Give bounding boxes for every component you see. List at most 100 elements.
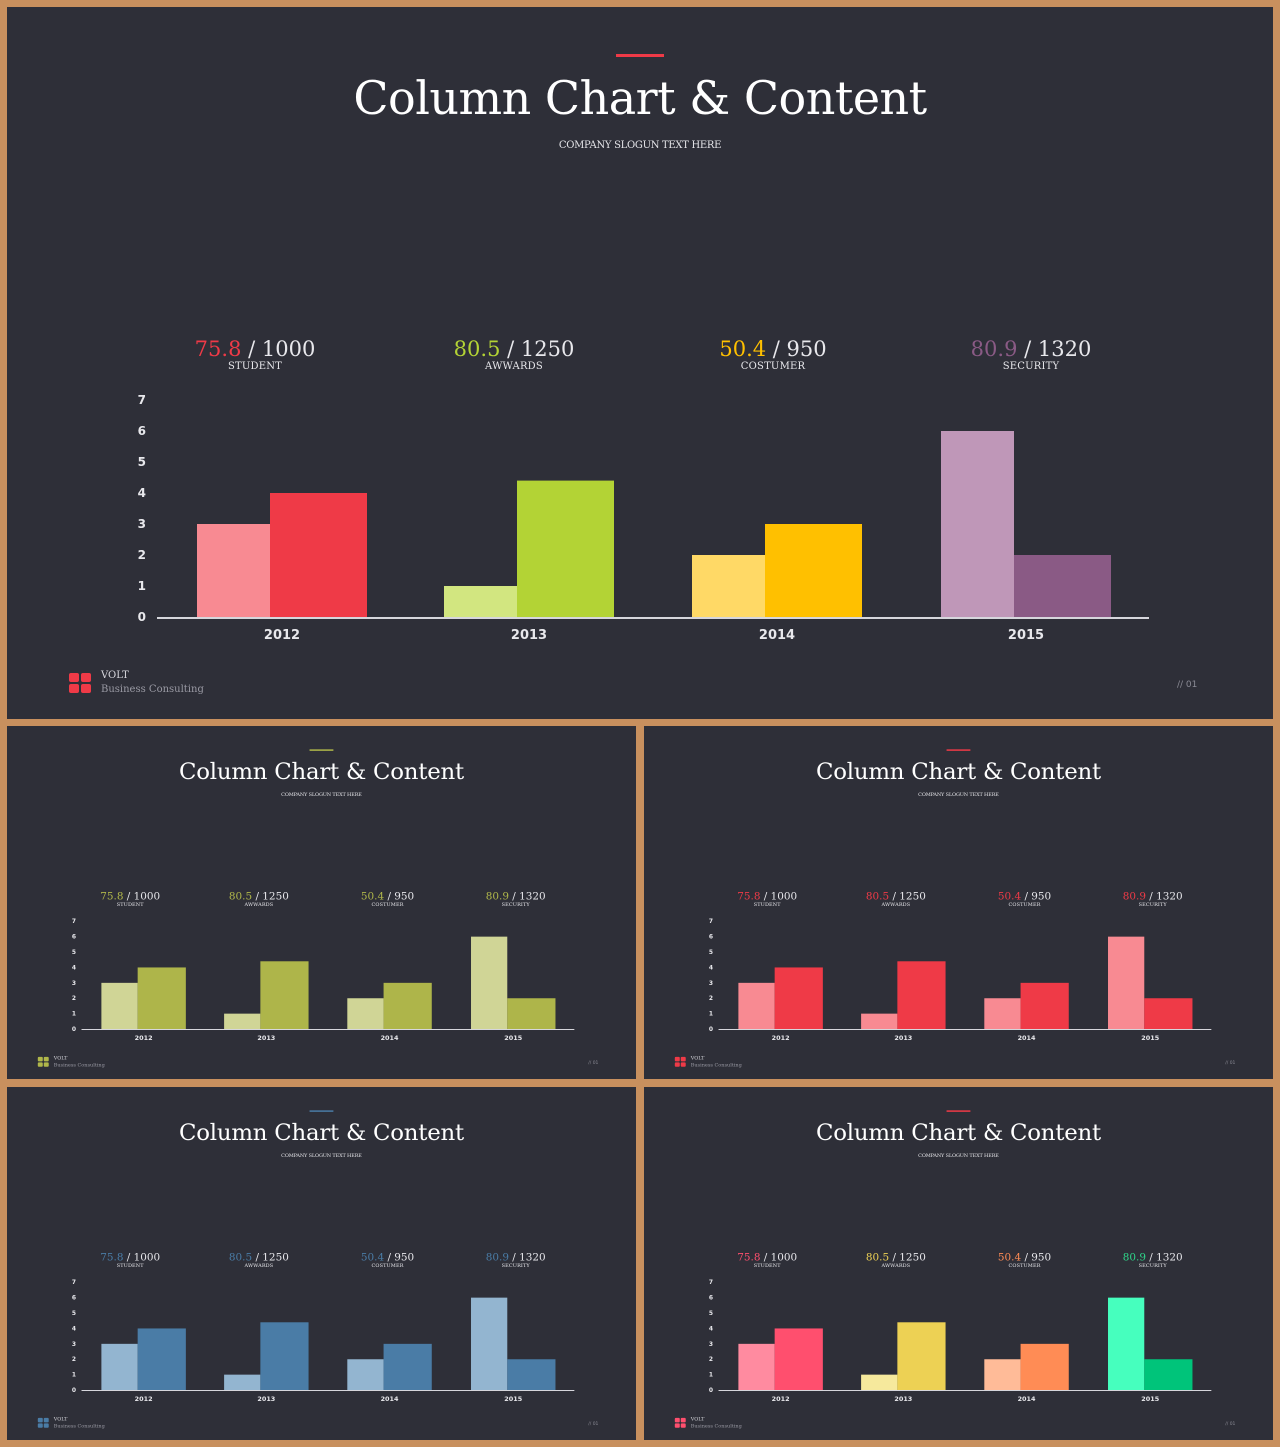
slide-slogan: COMPANY SLOGUN TEXT HERE: [918, 792, 999, 798]
y-tick-label: 6: [72, 1295, 76, 1302]
accent-line: [946, 749, 971, 751]
bar-2014-series-1: [692, 555, 765, 617]
x-category-label: 2013: [257, 1395, 275, 1403]
bar-2014-series-1: [984, 1359, 1021, 1391]
bar-2013-series-2: [897, 1322, 946, 1391]
stat-value: 80.5: [453, 337, 501, 361]
stat-figure: 80.5 / 1250: [204, 1251, 313, 1263]
page-number: // 01: [1225, 1421, 1236, 1427]
stat-figure: 50.4 / 950: [970, 890, 1079, 902]
y-tick-label: 5: [709, 1310, 713, 1317]
bar-2014-series-1: [984, 998, 1021, 1030]
column-chart: 0 1 2 3 4 5 6 7 2012 2013 2014 2015: [72, 918, 575, 1042]
volt-logo-icon: [37, 1417, 49, 1428]
stat-figure: 75.8 / 1000: [76, 1251, 185, 1263]
volt-logo-icon: [69, 673, 91, 693]
stat-value: 75.8: [737, 889, 761, 902]
stat-label: AWWARDS: [881, 1262, 911, 1269]
brand-name: VOLT: [53, 1416, 68, 1422]
slide-title: Column Chart & Content: [179, 1118, 464, 1146]
stat-total: / 1250: [252, 889, 289, 902]
stat-label: COSTUMER: [1008, 901, 1041, 908]
bar-2014-series-2: [765, 524, 862, 617]
bar-2013-series-2: [260, 961, 309, 1030]
y-tick-label: 7: [138, 393, 146, 407]
stat-value: 50.4: [997, 889, 1022, 902]
y-tick-label: 4: [709, 964, 713, 971]
y-tick-label: 4: [72, 1325, 76, 1332]
stat-figure: 50.4 / 950: [333, 890, 442, 902]
bar-2013-series-1: [861, 1374, 898, 1391]
stat-student: 75.8 / 1000 STUDENT: [145, 337, 365, 372]
bar-2014-series-2: [383, 982, 432, 1030]
accent-line: [309, 749, 334, 751]
stat-label: STUDENT: [116, 1262, 144, 1269]
stat-costumer: 50.4 / 950 COSTUMER: [970, 890, 1079, 907]
bar-2013-series-1: [861, 1013, 898, 1030]
stat-figure: 80.9 / 1320: [461, 1251, 570, 1263]
x-category-label: 2014: [1018, 1395, 1036, 1403]
y-tick-label: 6: [138, 424, 146, 438]
stat-awwards: 80.5 / 1250 AWWARDS: [841, 890, 950, 907]
x-category-label: 2014: [1018, 1034, 1036, 1042]
y-tick-label: 3: [72, 1341, 76, 1348]
y-tick-label: 1: [138, 579, 146, 593]
brand-name: VOLT: [690, 1055, 705, 1061]
brand-name: VOLT: [101, 670, 129, 681]
stat-figure: 80.5 / 1250: [204, 890, 313, 902]
x-category-label: 2015: [504, 1034, 522, 1042]
y-tick-label: 0: [72, 1387, 76, 1394]
slide-variant-multi: Column Chart & Content COMPANY SLOGUN TE…: [644, 1087, 1273, 1440]
y-tick-label: 6: [72, 934, 76, 941]
x-category-label: 2012: [772, 1395, 790, 1403]
stat-costumer: 50.4 / 950 COSTUMER: [970, 1251, 1079, 1268]
stat-costumer: 50.4 / 950 COSTUMER: [333, 1251, 442, 1268]
bar-2012-series-1: [197, 524, 270, 617]
brand-subtitle: Business Consulting: [690, 1062, 742, 1068]
bar-2015-series-2: [1014, 555, 1111, 617]
stat-security: 80.9 / 1320 SECURITY: [1098, 890, 1207, 907]
y-tick-label: 4: [72, 964, 76, 971]
y-tick-label: 3: [72, 980, 76, 987]
x-category-label: 2015: [504, 1395, 522, 1403]
slide-slogan: COMPANY SLOGUN TEXT HERE: [918, 1153, 999, 1159]
stat-total: / 950: [1021, 1250, 1052, 1263]
y-tick-label: 0: [72, 1026, 76, 1033]
stat-figure: 80.9 / 1320: [1098, 1251, 1207, 1263]
y-tick-label: 2: [709, 1356, 713, 1363]
brand-subtitle: Business Consulting: [690, 1423, 742, 1429]
stat-label: AWWARDS: [881, 901, 911, 908]
x-category-label: 2013: [894, 1034, 912, 1042]
x-category-label: 2013: [894, 1395, 912, 1403]
stat-label: SECURITY: [1138, 1262, 1167, 1269]
slide-variant-blue: Column Chart & Content COMPANY SLOGUN TE…: [7, 1087, 636, 1440]
stat-student: 75.8 / 1000 STUDENT: [713, 890, 822, 907]
stat-figure: 75.8 / 1000: [713, 1251, 822, 1263]
stat-costumer: 50.4 / 950 COSTUMER: [333, 890, 442, 907]
bar-2013-series-1: [224, 1013, 261, 1030]
accent-line: [616, 54, 664, 57]
stat-total: / 1320: [1145, 889, 1183, 902]
stat-awwards: 80.5 / 1250 AWWARDS: [204, 1251, 313, 1268]
stat-label: SECURITY: [501, 901, 530, 908]
bar-2015-series-1: [1108, 936, 1145, 1030]
x-category-label: 2012: [135, 1395, 153, 1403]
slide-title: Column Chart & Content: [353, 71, 927, 125]
bar-2012-series-1: [101, 1343, 138, 1391]
y-tick-label: 4: [709, 1325, 713, 1332]
x-category-label: 2014: [381, 1395, 399, 1403]
bar-2015-series-1: [941, 431, 1014, 617]
stat-total: / 1250: [252, 1250, 289, 1263]
column-chart: 0 1 2 3 4 5 6 7 2012 2013 2014 2015: [709, 918, 1212, 1042]
y-tick-label: 3: [709, 1341, 713, 1348]
bar-2015-series-1: [1108, 1297, 1145, 1391]
stat-figure: 50.4 / 950: [333, 1251, 442, 1263]
accent-line: [309, 1110, 334, 1112]
stat-value: 80.5: [228, 889, 253, 902]
y-tick-label: 0: [709, 1387, 713, 1394]
stat-awwards: 80.5 / 1250 AWWARDS: [204, 890, 313, 907]
x-category-label: 2012: [264, 628, 300, 643]
bar-2014-series-1: [347, 1359, 384, 1391]
y-tick-label: 1: [72, 1011, 76, 1018]
y-tick-label: 2: [709, 995, 713, 1002]
